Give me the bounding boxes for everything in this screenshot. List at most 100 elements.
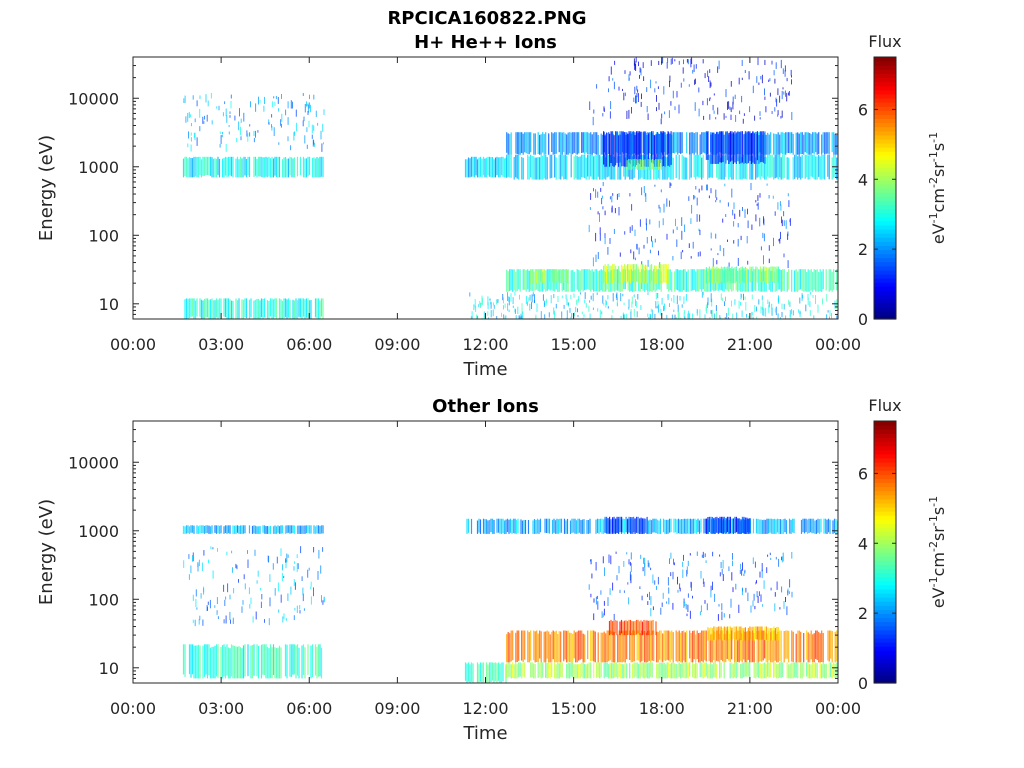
speckle: [287, 101, 289, 109]
band-stripe: [619, 621, 621, 636]
band-stripe: [815, 156, 817, 180]
band-stripe: [289, 299, 291, 319]
band-stripe: [248, 299, 251, 319]
band-stripe: [648, 662, 650, 679]
speckle: [681, 230, 683, 240]
band-stripe: [597, 632, 599, 663]
band-stripe: [635, 159, 637, 169]
speckle: [693, 195, 695, 200]
speckle: [741, 77, 743, 80]
band-stripe: [529, 270, 531, 284]
band-stripe: [575, 663, 577, 679]
band-stripe: [549, 269, 551, 283]
band-stripe: [664, 264, 666, 283]
band-stripe: [722, 516, 724, 534]
band-stripe: [803, 662, 805, 677]
band-stripe: [615, 265, 617, 284]
band-stripe: [235, 158, 237, 178]
speckle: [277, 582, 279, 592]
speckle: [623, 561, 625, 567]
band-stripe: [223, 298, 225, 317]
band-stripe: [719, 662, 721, 679]
speckle: [740, 301, 741, 306]
band-stripe: [521, 157, 523, 180]
speckle: [505, 315, 507, 319]
y-tick-label: 100: [88, 226, 119, 245]
band-stripe: [821, 664, 823, 679]
band-stripe: [242, 156, 245, 178]
speckle: [689, 313, 691, 319]
speckle: [591, 573, 593, 579]
speckle: [654, 313, 656, 319]
speckle: [285, 559, 287, 569]
band-stripe: [547, 518, 549, 534]
band-stripe: [548, 631, 550, 663]
band-stripe: [633, 131, 635, 166]
speckle: [699, 251, 701, 257]
speckle: [650, 79, 652, 89]
band-stripe: [734, 267, 736, 284]
band-stripe: [773, 662, 775, 678]
speckle: [514, 291, 516, 296]
speckle: [745, 587, 747, 593]
band-stripe: [691, 519, 693, 534]
band-stripe: [768, 628, 770, 641]
band-stripe: [680, 269, 682, 292]
band-stripe: [758, 662, 760, 678]
band-stripe: [657, 132, 659, 167]
speckle: [203, 588, 205, 595]
speckle: [223, 619, 225, 624]
band-stripe: [632, 159, 634, 169]
band-stripe: [747, 627, 749, 641]
band-stripe: [610, 619, 612, 635]
speckle: [630, 552, 632, 560]
band-stripe: [552, 630, 554, 660]
speckle: [575, 299, 577, 304]
band-stripe: [499, 157, 501, 178]
band-stripe: [797, 132, 799, 155]
speckle: [475, 305, 477, 312]
speckle: [589, 313, 591, 319]
speckle: [783, 211, 785, 217]
speckle: [659, 207, 661, 213]
spectrogram: [182, 516, 838, 683]
band-stripe: [506, 269, 508, 292]
colorbar-step: [874, 228, 896, 234]
band-stripe: [818, 519, 821, 534]
speckle: [696, 551, 698, 556]
band-stripe: [774, 266, 776, 284]
band-stripe: [193, 645, 195, 679]
band-stripe: [609, 265, 611, 284]
band-stripe: [509, 269, 511, 291]
band-stripe: [810, 630, 812, 660]
band-stripe: [744, 627, 746, 641]
band-stripe: [729, 626, 731, 641]
band-stripe: [266, 157, 269, 178]
speckle: [760, 246, 762, 251]
band-stripe: [482, 518, 485, 534]
speckle: [635, 63, 637, 71]
speckle: [222, 132, 223, 135]
band-stripe: [609, 133, 611, 167]
band-stripe: [521, 520, 524, 534]
band-stripe: [578, 269, 580, 292]
band-stripe: [497, 518, 500, 533]
band-stripe: [774, 628, 776, 641]
colorbar-step: [874, 159, 896, 165]
band-stripe: [629, 663, 631, 679]
band-stripe: [696, 132, 698, 155]
band-stripe: [659, 518, 662, 534]
band-stripe: [735, 132, 737, 164]
band-stripe: [590, 270, 592, 292]
band-stripe: [185, 298, 188, 319]
speckle: [267, 555, 269, 562]
speckle: [724, 301, 725, 306]
band-stripe: [510, 132, 512, 155]
band-stripe: [660, 264, 662, 283]
band-stripe: [184, 526, 186, 534]
speckle: [640, 554, 642, 559]
band-stripe: [663, 264, 665, 283]
speckle: [647, 292, 649, 295]
band-stripe: [513, 157, 515, 180]
band-stripe: [524, 132, 526, 153]
